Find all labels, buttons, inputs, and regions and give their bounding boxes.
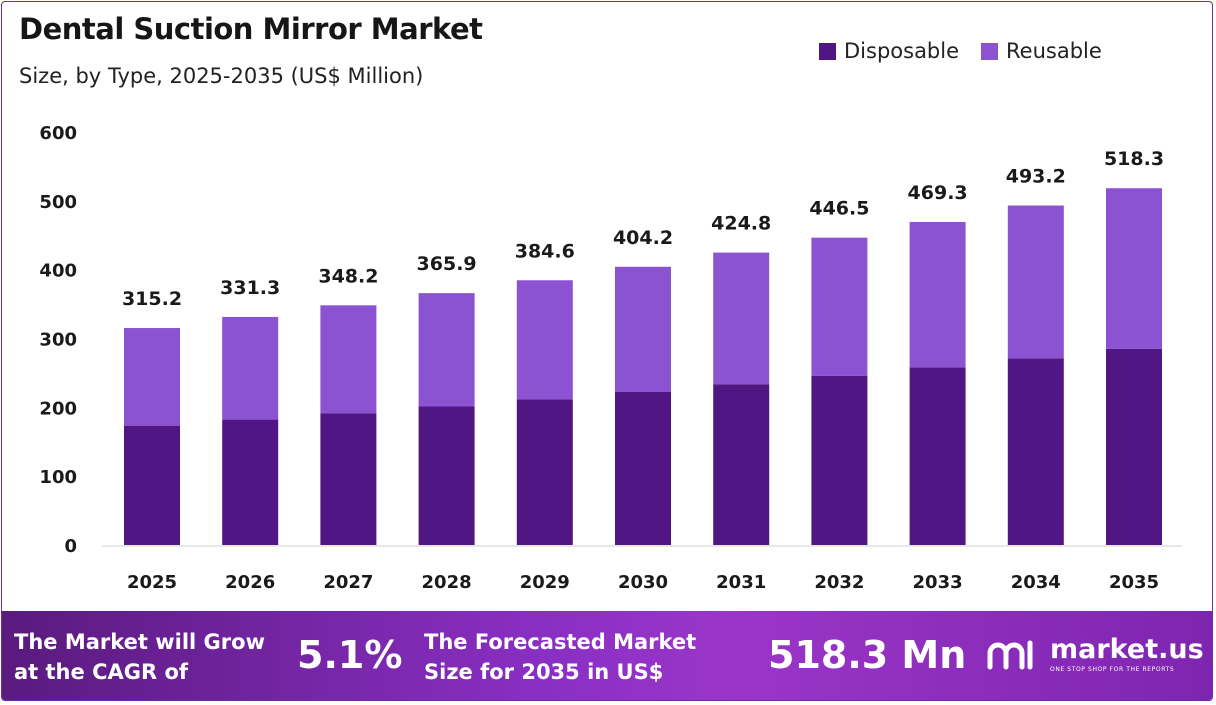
legend-entry-reusable: Reusable (981, 39, 1102, 63)
bar-reusable-2035 (1106, 188, 1162, 349)
bar-reusable-2029 (516, 280, 573, 400)
x-tick-label: 2029 (520, 572, 570, 593)
legend-swatch-disposable (819, 42, 836, 60)
brand-text: market.us ONE STOP SHOP FOR THE REPORTS (1050, 634, 1204, 673)
bar-reusable-2026 (222, 316, 279, 420)
forecast-label-line2: Size for 2035 in US$ (424, 660, 664, 684)
bar-total-label: 404.2 (613, 227, 673, 249)
bar-disposable-2029 (516, 399, 573, 545)
chart-subtitle: Size, by Type, 2025-2035 (US$ Million) (19, 64, 424, 88)
bar-total-label: 365.9 (417, 253, 477, 275)
x-tick-label: 2034 (1011, 572, 1061, 593)
cagr-label: The Market will Grow at the CAGR of (14, 627, 284, 687)
cagr-label-line2: at the CAGR of (14, 660, 189, 684)
bar-reusable-2025 (124, 328, 180, 426)
bar-reusable-2030 (615, 266, 671, 392)
legend-label-reusable: Reusable (1006, 39, 1102, 63)
bar-disposable-2035 (1106, 348, 1162, 545)
legend-label-disposable: Disposable (844, 39, 960, 63)
bar-reusable-2033 (909, 221, 966, 368)
x-tick-label: 2032 (814, 572, 864, 593)
bar-disposable-2030 (615, 391, 671, 545)
bar-total-label: 518.3 (1104, 148, 1164, 170)
brand-tagline: ONE STOP SHOP FOR THE REPORTS (1050, 666, 1175, 673)
bar-disposable-2026 (222, 419, 279, 545)
bar-total-label: 384.6 (515, 240, 575, 262)
y-tick-label: 300 (39, 330, 77, 351)
bar-reusable-2034 (1007, 205, 1064, 359)
legend-entry-disposable: Disposable (819, 39, 959, 63)
legend-swatch-reusable (981, 42, 999, 60)
bar-total-label: 446.5 (809, 198, 869, 220)
bar-reusable-2031 (713, 252, 770, 385)
y-tick-label: 0 (64, 536, 77, 557)
bar-reusable-2028 (418, 293, 475, 407)
bar-disposable-2028 (418, 406, 475, 545)
forecast-label: The Forecasted Market Size for 2035 in U… (424, 627, 754, 687)
bar-disposable-2031 (713, 384, 770, 545)
bar-reusable-2032 (811, 237, 868, 376)
bar-disposable-2027 (320, 413, 377, 545)
legend: Disposable Reusable (819, 39, 1124, 63)
x-tick-label: 2028 (422, 572, 472, 593)
cagr-value: 5.1% (297, 633, 403, 677)
x-tick-label: 2033 (913, 572, 963, 593)
y-tick-label: 200 (39, 398, 77, 419)
y-tick-label: 400 (39, 261, 77, 282)
bar-total-label: 331.3 (220, 277, 280, 299)
bar-total-label: 424.8 (711, 213, 771, 235)
x-tick-label: 2025 (127, 572, 177, 593)
bar-disposable-2033 (909, 367, 966, 545)
bar-disposable-2025 (124, 425, 180, 545)
cagr-label-line1: The Market will Grow (14, 630, 265, 654)
market-us-logo-icon (987, 640, 1033, 670)
x-tick-label: 2031 (716, 572, 766, 593)
x-tick-label: 2030 (618, 572, 668, 593)
y-tick-label: 600 (39, 123, 77, 144)
footer-banner: The Market will Grow at the CAGR of 5.1%… (2, 611, 1212, 700)
bar-reusable-2027 (320, 305, 377, 414)
x-tick-label: 2035 (1109, 572, 1159, 593)
bar-total-label: 469.3 (908, 182, 968, 204)
bar-total-label: 315.2 (122, 288, 182, 310)
forecast-label-line1: The Forecasted Market (424, 630, 697, 654)
bar-total-label: 348.2 (318, 265, 378, 287)
brand-logo: market.us ONE STOP SHOP FOR THE REPORTS (986, 634, 1204, 673)
brand-name: market.us (1050, 634, 1204, 665)
x-tick-label: 2027 (323, 572, 373, 593)
x-tick-label: 2026 (225, 572, 275, 593)
chart-title: Dental Suction Mirror Market (19, 12, 483, 46)
bar-chart: 0 100 200 300 400 500 600 315.2 2025 331.3 2026 348… (39, 123, 1182, 593)
y-tick-label: 500 (39, 192, 77, 213)
bar-total-label: 493.2 (1006, 166, 1066, 188)
forecast-value: 518.3 Mn (768, 633, 967, 677)
y-tick-label: 100 (39, 467, 77, 488)
bar-disposable-2034 (1007, 358, 1064, 545)
bar-disposable-2032 (811, 375, 868, 545)
